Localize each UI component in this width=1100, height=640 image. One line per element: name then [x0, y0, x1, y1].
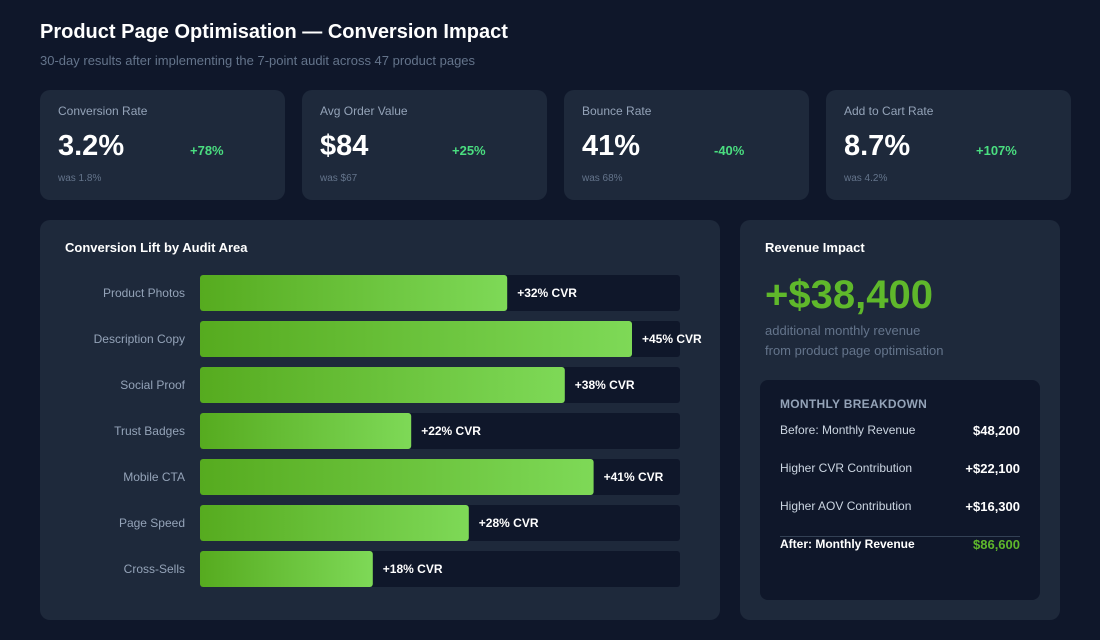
kpi-label: Conversion Rate: [58, 104, 148, 118]
page-title: Product Page Optimisation — Conversion I…: [40, 21, 508, 43]
kpi-value: 8.7%: [844, 130, 911, 162]
bar: [200, 413, 412, 449]
kpi-previous: was $67: [320, 173, 358, 184]
category-label: Page Speed: [119, 516, 185, 530]
breakdown-row-cvr: Higher CVR Contribution +$22,100: [780, 461, 1020, 477]
breakdown-row-after: After: Monthly Revenue $86,600: [780, 537, 1020, 553]
revenue-title: Revenue Impact: [765, 240, 865, 255]
kpi-card-bounce-rate: Bounce Rate 41% -40% was 68%: [564, 90, 809, 200]
bar: [200, 551, 373, 587]
revenue-description: additional monthly revenue: [765, 323, 921, 338]
revenue-impact-panel: Revenue Impact +$38,400 additional month…: [740, 220, 1060, 620]
conversion-lift-chart: Product Photos +32% CVR Description Copy +4…: [94, 275, 702, 587]
data-label: +28% CVR: [479, 516, 539, 530]
data-label: +22% CVR: [421, 424, 481, 438]
kpi-change: -40%: [714, 143, 745, 158]
chart-title: Conversion Lift by Audit Area: [65, 240, 248, 255]
breakdown-row-before: Before: Monthly Revenue $48,200: [780, 423, 1020, 439]
breakdown-value: $86,600: [973, 537, 1020, 552]
bar: [200, 275, 508, 311]
kpi-change: +25%: [452, 143, 486, 158]
category-label: Social Proof: [120, 378, 185, 392]
data-label: +45% CVR: [642, 332, 702, 346]
bar: [200, 367, 565, 403]
data-label: +38% CVR: [575, 378, 635, 392]
bar: [200, 459, 594, 495]
monthly-breakdown: MONTHLY BREAKDOWN Before: Monthly Revenu…: [760, 380, 1040, 600]
kpi-card-avg-order-value: Avg Order Value $84 +25% was $67: [302, 90, 547, 200]
data-label: +32% CVR: [517, 286, 577, 300]
kpi-value: $84: [320, 130, 369, 162]
breakdown-title: MONTHLY BREAKDOWN: [780, 397, 928, 411]
category-label: Product Photos: [103, 286, 185, 300]
breakdown-row-aov: Higher AOV Contribution +$16,300: [780, 499, 1020, 515]
page-subtitle: 30-day results after implementing the 7-…: [40, 53, 476, 68]
bar: [200, 505, 469, 541]
kpi-value: 3.2%: [58, 130, 125, 162]
kpi-change: +78%: [190, 143, 224, 158]
category-label: Trust Badges: [114, 424, 185, 438]
kpi-card-conversion-rate: Conversion Rate 3.2% +78% was 1.8%: [40, 90, 285, 200]
bar: [200, 321, 632, 357]
kpi-label: Avg Order Value: [320, 104, 408, 118]
breakdown-label: Higher CVR Contribution: [780, 461, 913, 475]
kpi-previous: was 4.2%: [844, 173, 888, 184]
breakdown-value: +$16,300: [965, 499, 1020, 514]
kpi-label: Add to Cart Rate: [844, 104, 934, 118]
kpi-label: Bounce Rate: [582, 104, 652, 118]
category-label: Mobile CTA: [123, 470, 185, 484]
breakdown-label: Before: Monthly Revenue: [780, 423, 916, 437]
kpi-previous: was 1.8%: [58, 173, 102, 184]
breakdown-divider: [780, 536, 1020, 537]
kpi-value: 41%: [582, 130, 641, 162]
breakdown-value: $48,200: [973, 423, 1020, 438]
data-label: +41% CVR: [604, 470, 664, 484]
data-label: +18% CVR: [383, 562, 443, 576]
revenue-amount: +$38,400: [765, 273, 933, 317]
breakdown-value: +$22,100: [965, 461, 1020, 476]
breakdown-label: Higher AOV Contribution: [780, 499, 912, 513]
category-label: Cross-Sells: [124, 562, 185, 576]
breakdown-label: After: Monthly Revenue: [780, 537, 915, 551]
revenue-description: from product page optimisation: [765, 343, 944, 358]
category-label: Description Copy: [94, 332, 185, 346]
kpi-change: +107%: [976, 143, 1017, 158]
kpi-card-add-to-cart-rate: Add to Cart Rate 8.7% +107% was 4.2%: [826, 90, 1071, 200]
kpi-previous: was 68%: [582, 173, 623, 184]
conversion-lift-chart-panel: Product Photos +32% CVR Description Copy +4…: [40, 220, 720, 620]
